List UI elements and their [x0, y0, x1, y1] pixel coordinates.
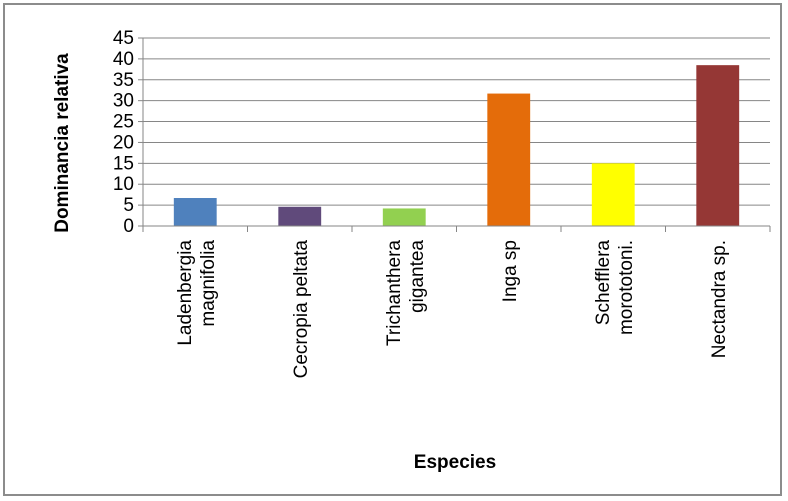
y-axis-title: Dominancia relativa: [52, 53, 73, 233]
x-tick-label: Trichanthera gigantea: [384, 240, 428, 346]
y-tick-label: 35: [113, 70, 134, 91]
x-tick-label-line: gigantea: [407, 240, 428, 313]
y-tick-label: 15: [113, 153, 134, 174]
x-tick-label-line: magnifolia: [198, 240, 219, 327]
y-tick-label: 20: [113, 132, 134, 153]
chart-frame: [3, 3, 782, 496]
y-tick-label: 30: [113, 91, 134, 112]
x-tick-label-line: Cecropia peltata: [291, 240, 312, 379]
x-axis-title: Especies: [414, 452, 496, 473]
x-tick-label: Nectandra sp.: [709, 240, 730, 358]
bar: [173, 198, 217, 226]
y-tick-label: 0: [123, 216, 134, 237]
x-tick-label: Inga sp: [500, 240, 521, 302]
x-tick-label-line: Ladenbergia: [175, 240, 196, 346]
x-tick-label: Schefflera morototoni.: [593, 240, 637, 335]
x-tick-label-line: Nectandra sp.: [709, 240, 730, 358]
y-tick-label: 45: [113, 28, 134, 49]
bar: [382, 208, 426, 226]
bar: [696, 65, 740, 227]
bar: [278, 206, 322, 226]
y-tick-label: 10: [113, 174, 134, 195]
bars: [173, 65, 740, 227]
x-tick-label: Cecropia peltata: [291, 240, 312, 379]
bar: [591, 163, 635, 226]
x-tick-label-line: morototoni.: [616, 240, 637, 335]
gridlines: [143, 37, 770, 206]
y-tick-label: 25: [113, 112, 134, 133]
x-tick-label-line: Schefflera: [593, 240, 614, 326]
y-tick-label: 5: [123, 195, 134, 216]
y-tick-label: 40: [113, 49, 134, 70]
x-tick-label: Ladenbergia magnifolia: [175, 240, 219, 346]
axes: [138, 37, 771, 232]
bar: [487, 93, 531, 226]
x-tick-label-line: Inga sp: [500, 240, 521, 302]
x-tick-label-line: Trichanthera: [384, 240, 405, 346]
